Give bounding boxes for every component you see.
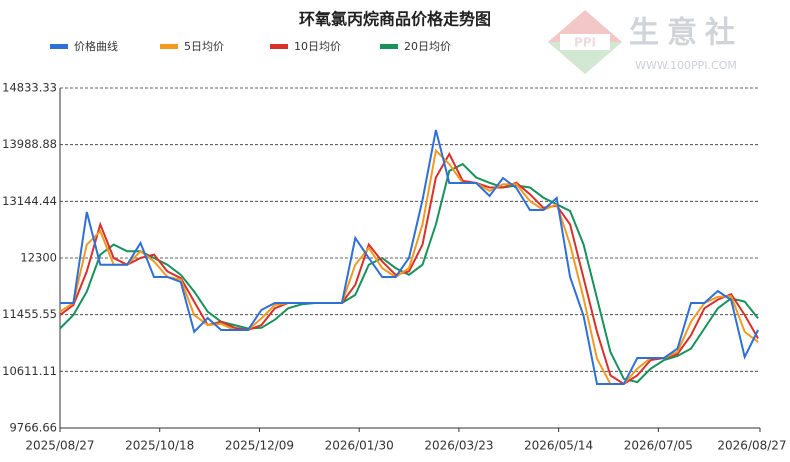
legend-swatch	[50, 44, 68, 49]
x-tick-label: 2026/01/30	[325, 439, 394, 453]
watermark-logo: PPI	[548, 10, 622, 74]
svg-text:PPI: PPI	[574, 36, 596, 50]
chart-title: 环氧氯丙烷商品价格走势图	[299, 10, 491, 29]
x-tick-label: 2026/05/14	[524, 439, 593, 453]
series-line	[59, 151, 759, 386]
y-tick-label: 14833.33	[2, 81, 57, 95]
legend-swatch	[380, 44, 398, 49]
legend: 价格曲线 5日均价 10日均价 20日均价	[50, 39, 451, 53]
series-line	[60, 129, 759, 385]
x-tick-label: 2026/07/05	[624, 439, 693, 453]
x-tick-label: 2025/10/18	[125, 439, 194, 453]
legend-label: 5日均价	[184, 40, 224, 53]
y-tick-label: 12300	[20, 250, 57, 264]
legend-swatch	[160, 44, 178, 49]
y-tick-label: 9766.66	[9, 421, 57, 435]
watermark-brand: 生意社	[629, 16, 743, 51]
x-tick-label: 2025/08/27	[25, 439, 94, 453]
legend-label: 10日均价	[294, 40, 341, 53]
y-tick-label: 13144.44	[2, 194, 57, 208]
series-line	[59, 162, 759, 384]
x-tick-label: 2025/12/09	[225, 439, 294, 453]
series-line	[59, 148, 759, 385]
y-tick-label: 10611.11	[2, 364, 57, 378]
watermark-url: WWW.100PPI.COM	[635, 59, 737, 72]
y-tick-label: 13988.88	[2, 137, 57, 151]
x-tick-label: 2026/03/23	[424, 439, 493, 453]
y-tick-label: 11455.55	[2, 307, 57, 321]
legend-label: 价格曲线	[74, 39, 118, 53]
x-tick-label: 2026/08/27	[717, 439, 786, 453]
legend-label: 20日均价	[404, 40, 451, 53]
legend-swatch	[270, 44, 288, 49]
